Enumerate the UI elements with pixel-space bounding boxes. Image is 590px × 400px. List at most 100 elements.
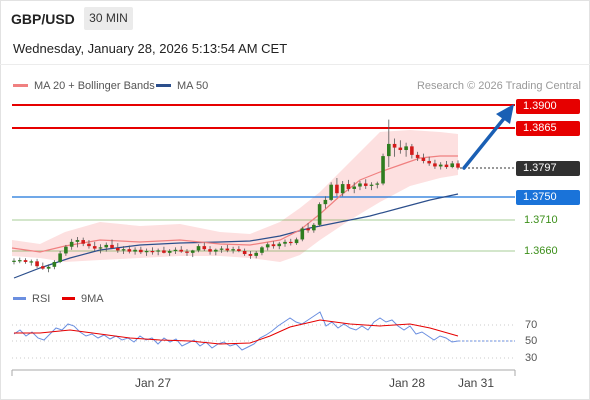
candle-body bbox=[300, 228, 305, 240]
rsi-ma-label: 9MA bbox=[81, 293, 104, 305]
research-credit: Research © 2026 Trading Central bbox=[416, 80, 581, 92]
rsi-ma-swatch bbox=[62, 296, 75, 300]
candle-body bbox=[415, 154, 420, 158]
candle-body bbox=[254, 252, 258, 256]
symbol-title: GBP/USD bbox=[11, 11, 75, 27]
candle-body bbox=[17, 260, 22, 262]
ma50-label: MA 50 bbox=[177, 80, 209, 92]
legend-rsi-ma: 9MA bbox=[62, 293, 104, 305]
candle-body bbox=[340, 184, 345, 194]
candle-body bbox=[381, 156, 385, 184]
candle-body bbox=[110, 244, 114, 248]
forecast-arrow-head bbox=[496, 104, 514, 124]
candle-body bbox=[214, 249, 218, 252]
candle-body bbox=[260, 247, 264, 253]
rsi-swatch bbox=[13, 296, 26, 300]
candle-body bbox=[185, 251, 189, 253]
candle-body bbox=[392, 143, 397, 148]
bollinger-band bbox=[12, 130, 458, 262]
x-label-jan31: Jan 31 bbox=[458, 376, 495, 390]
candle-body bbox=[202, 246, 207, 250]
ma20-line bbox=[11, 155, 458, 253]
candle-body bbox=[363, 183, 368, 186]
candle-body bbox=[12, 260, 16, 262]
x-label-jan27: Jan 27 bbox=[135, 376, 172, 390]
candle-body bbox=[323, 199, 328, 205]
candle-body bbox=[450, 163, 455, 168]
candle-body bbox=[265, 244, 270, 248]
candle-body bbox=[375, 183, 380, 185]
candle-body bbox=[398, 147, 403, 151]
x-label-jan28: Jan 28 bbox=[389, 376, 426, 390]
candle-body bbox=[196, 246, 201, 251]
candle-body bbox=[162, 250, 166, 253]
candle-body bbox=[329, 184, 333, 200]
candle-body bbox=[444, 164, 449, 168]
candle-body bbox=[167, 251, 172, 253]
candle-body bbox=[98, 247, 103, 249]
candle-body bbox=[64, 246, 68, 254]
candle-body bbox=[52, 261, 57, 267]
candle-body bbox=[294, 239, 299, 244]
candle-body bbox=[29, 261, 34, 263]
candle-body bbox=[150, 251, 155, 253]
rsi-30-label: 30 bbox=[525, 352, 538, 364]
candle-body bbox=[87, 243, 91, 247]
candle-body bbox=[456, 163, 460, 168]
current-price-label: 1.3797 bbox=[516, 161, 580, 176]
candle-body bbox=[92, 246, 97, 249]
header-divider bbox=[0, 64, 590, 65]
candle-body bbox=[75, 240, 80, 242]
candle-body bbox=[133, 249, 137, 252]
candle-body bbox=[335, 184, 339, 194]
candle-body bbox=[410, 146, 414, 155]
candle-body bbox=[369, 184, 374, 186]
candle-body bbox=[427, 160, 431, 164]
candle-body bbox=[23, 260, 28, 262]
pivot-label: 1.3750 bbox=[516, 190, 580, 205]
candle-body bbox=[312, 224, 316, 231]
candle-body bbox=[231, 249, 235, 251]
candle-body bbox=[352, 186, 357, 189]
candle-body bbox=[104, 244, 109, 248]
candle-body bbox=[237, 249, 241, 251]
candle-body bbox=[317, 204, 322, 225]
candle-body bbox=[81, 240, 85, 244]
candle-body bbox=[306, 228, 310, 231]
candle-body bbox=[46, 266, 51, 269]
candle-body bbox=[277, 243, 282, 247]
resistance-1-label: 1.3865 bbox=[516, 121, 580, 136]
candle-body bbox=[58, 253, 62, 262]
rsi-70-label: 70 bbox=[525, 319, 538, 331]
candle-body bbox=[208, 249, 212, 252]
legend-ma20: MA 20 + Bollinger Bands bbox=[13, 80, 155, 92]
legend-rsi: RSI bbox=[13, 293, 50, 305]
candle-body bbox=[69, 241, 74, 247]
candle-body bbox=[421, 157, 426, 161]
rsi-ma-line bbox=[14, 319, 459, 345]
support-1-label: 1.3710 bbox=[524, 214, 558, 226]
candle-body bbox=[41, 266, 45, 269]
candle-body bbox=[179, 249, 184, 252]
candle-body bbox=[173, 249, 178, 251]
support-2-label: 1.3660 bbox=[524, 245, 558, 257]
candle-body bbox=[144, 251, 149, 253]
candle-body bbox=[219, 248, 224, 250]
legend-ma50: MA 50 bbox=[156, 80, 208, 92]
candle-body bbox=[127, 249, 132, 252]
candle-body bbox=[35, 261, 39, 267]
timeframe-button[interactable]: 30 MIN bbox=[84, 7, 133, 30]
rsi-line bbox=[13, 311, 459, 351]
candle-body bbox=[248, 254, 253, 256]
ma20-swatch bbox=[13, 83, 28, 87]
rsi-label: RSI bbox=[32, 293, 51, 305]
rsi-50-label: 50 bbox=[525, 335, 538, 347]
candle-body bbox=[225, 248, 230, 251]
candle-body bbox=[404, 146, 408, 151]
candle-body bbox=[288, 241, 293, 244]
candle-body bbox=[242, 251, 247, 255]
candle-body bbox=[438, 164, 443, 167]
timestamp: Wednesday, January 28, 2026 5:13:54 AM C… bbox=[13, 41, 288, 56]
resistance-2-label: 1.3900 bbox=[516, 99, 580, 114]
